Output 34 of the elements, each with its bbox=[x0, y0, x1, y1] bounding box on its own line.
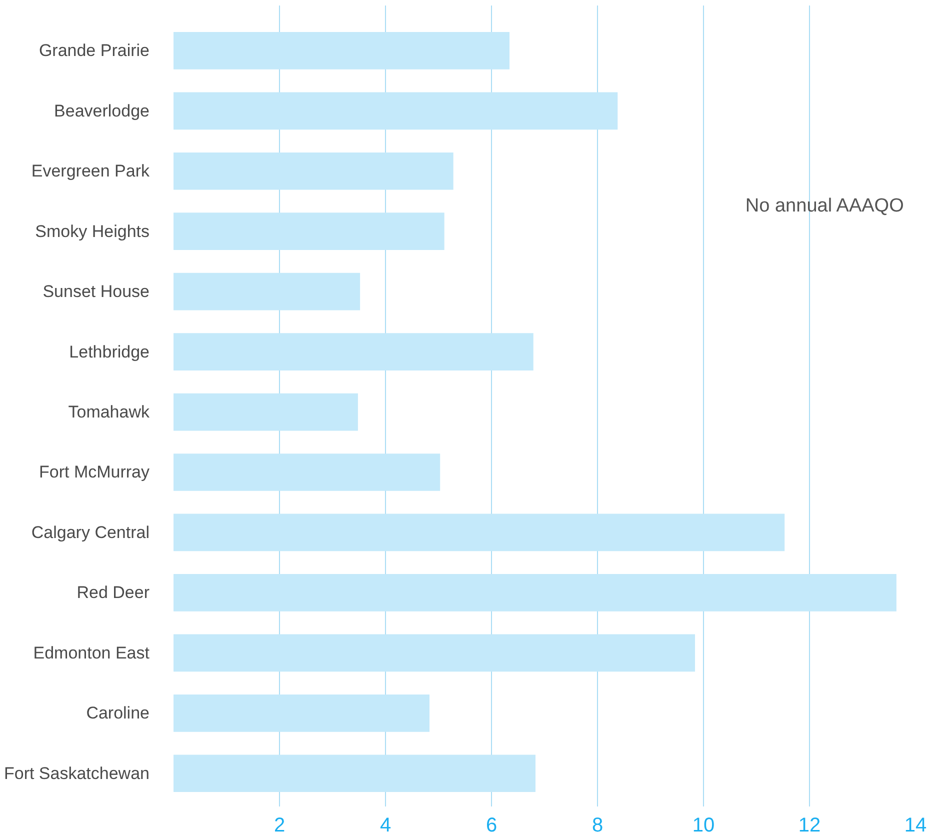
x-tick-label: 12 bbox=[798, 814, 821, 834]
bar bbox=[174, 92, 618, 130]
x-tick-label: 8 bbox=[592, 814, 604, 834]
y-tick-label: Calgary Central bbox=[31, 522, 150, 542]
bar bbox=[174, 333, 534, 370]
x-tick-label: 4 bbox=[380, 814, 392, 834]
annotation: No annual AAAQO bbox=[745, 195, 904, 216]
bar bbox=[174, 634, 696, 672]
bar bbox=[174, 454, 440, 491]
y-tick-label: Tomahawk bbox=[68, 402, 150, 422]
x-tick-label: 6 bbox=[486, 814, 498, 834]
bar bbox=[174, 212, 444, 250]
y-tick-label: Smoky Heights bbox=[35, 222, 150, 241]
x-tick-label: 14 bbox=[904, 814, 927, 834]
bar bbox=[174, 152, 454, 190]
x-tick-label: 2 bbox=[274, 814, 286, 834]
y-tick-label: Grande Prairie bbox=[38, 41, 150, 60]
y-tick-label: Fort McMurray bbox=[39, 462, 150, 482]
y-tick-label: Beaverlodge bbox=[54, 101, 150, 120]
bar bbox=[174, 272, 360, 310]
y-tick-label: Fort Saskatchewan bbox=[4, 764, 150, 783]
bar bbox=[174, 694, 430, 732]
bar bbox=[174, 754, 536, 792]
y-tick-label: Edmonton East bbox=[33, 643, 150, 662]
bar bbox=[174, 574, 896, 612]
y-tick-label: Caroline bbox=[86, 704, 150, 723]
bar bbox=[174, 32, 510, 70]
bar bbox=[174, 393, 358, 431]
y-tick-label: Evergreen Park bbox=[31, 162, 150, 181]
bar bbox=[174, 514, 785, 552]
y-tick-label: Red Deer bbox=[76, 583, 150, 602]
y-tick-label: Sunset House bbox=[42, 282, 150, 302]
y-tick-label: Lethbridge bbox=[69, 342, 150, 362]
x-tick-label: 10 bbox=[692, 814, 715, 834]
